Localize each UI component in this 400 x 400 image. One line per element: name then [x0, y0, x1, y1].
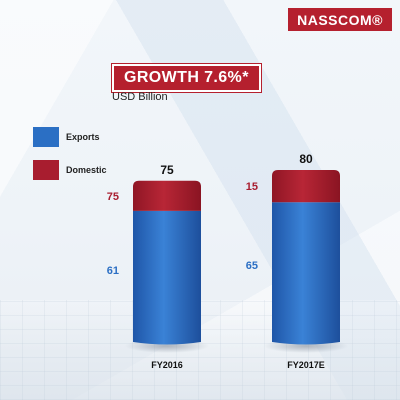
domestic-label-fy2017e: 15 [246, 181, 258, 193]
legend-swatch-domestic [33, 160, 59, 180]
legend-label-domestic: Domestic [66, 165, 107, 175]
category-label-fy2017e: FY2017E [287, 360, 325, 370]
total-label-fy2017e: 80 [299, 152, 313, 166]
nasscom-logo: NASSCOM® [288, 8, 392, 31]
domestic-label-fy2016: 75 [107, 191, 119, 203]
legend-label-exports: Exports [66, 132, 100, 142]
unit-label: USD Billion [112, 91, 168, 103]
total-label-fy2016: 75 [160, 163, 174, 177]
legend-item-exports: Exports [33, 127, 100, 147]
bar-domestic-fy2017e [272, 170, 340, 203]
legend-swatch-exports [33, 127, 59, 147]
exports-label-fy2017e: 65 [246, 260, 258, 272]
bar-domestic-fy2016 [133, 180, 201, 211]
growth-banner: GROWTH 7.6%* [112, 64, 261, 92]
category-label-fy2016: FY2016 [151, 360, 183, 370]
exports-label-fy2016: 61 [107, 265, 119, 277]
bar-exports-fy2016 [133, 210, 201, 345]
bar-exports-fy2017e [272, 202, 340, 345]
legend-item-domestic: Domestic [33, 160, 107, 180]
